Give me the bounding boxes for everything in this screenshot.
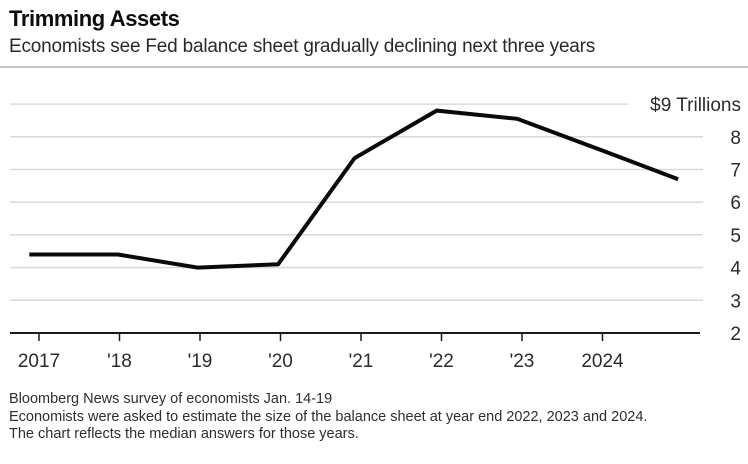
y-axis-label: 3 [730,291,741,312]
y-axis-label: 8 [730,128,741,149]
balance-sheet-line-chart: $9 Trillions 8 7 6 5 4 3 2 2017 '18 '19 '20 '21 '22 '2… [10,95,741,372]
y-axis-label: 4 [730,259,741,280]
y-axis-label: 6 [730,193,741,214]
x-axis-label: '22 [429,351,454,372]
x-axis-label: '20 [268,351,293,372]
y-axis-label: 7 [730,161,741,182]
page-title: Trimming Assets [9,6,180,31]
footnote-line: The chart reflects the median answers fo… [9,426,359,442]
y-axis-label: 5 [730,226,741,247]
header-divider [0,66,748,68]
source-line: Bloomberg News survey of economists Jan.… [9,391,333,407]
x-axis-label: 2024 [581,351,624,372]
data-line [29,108,679,270]
chart-footnote: Bloomberg News survey of economists Jan.… [9,391,740,444]
x-axis-label: '18 [107,351,132,372]
x-axis-label: '19 [188,351,213,372]
x-axis-label: 2017 [18,351,60,372]
chart-subtitle: Economists see Fed balance sheet gradual… [9,36,596,57]
y-axis-label: 2 [730,324,741,345]
y-axis-label: $9 Trillions [650,95,741,116]
x-axis-label: '23 [510,351,535,372]
footnote-line: Economists were asked to estimate the si… [9,408,648,425]
x-axis-label: '21 [349,351,374,372]
